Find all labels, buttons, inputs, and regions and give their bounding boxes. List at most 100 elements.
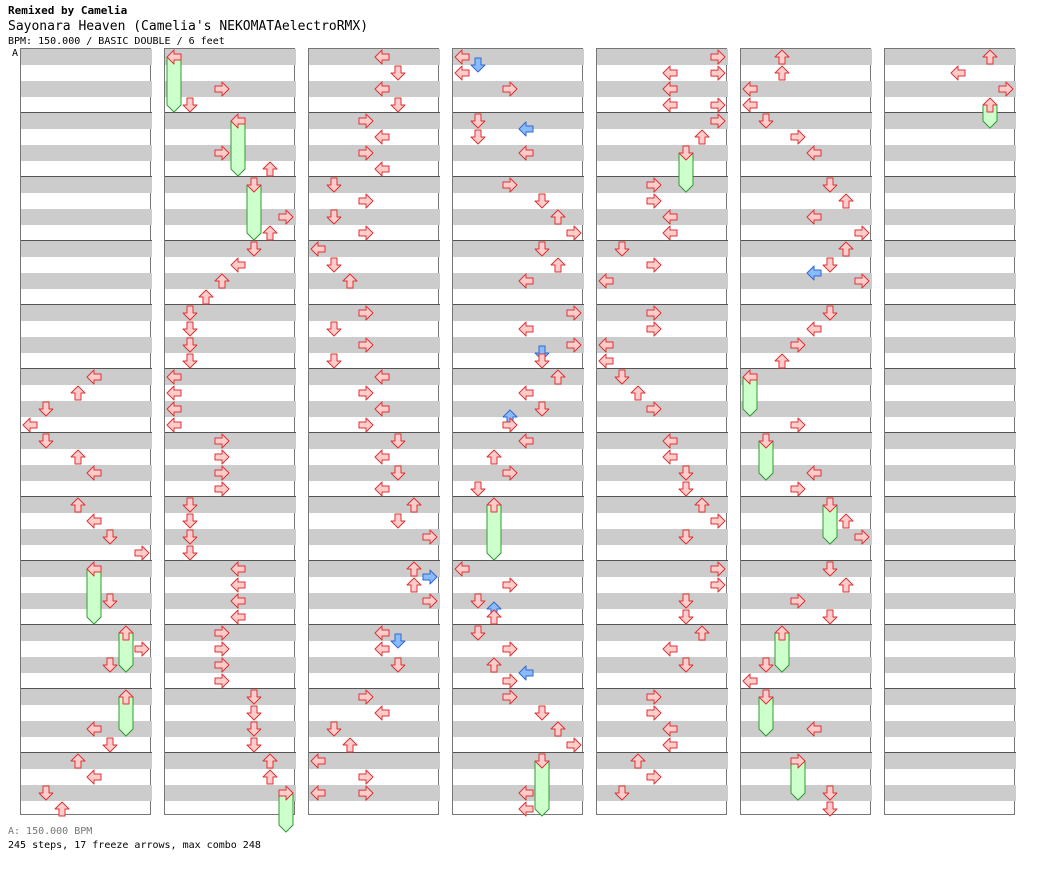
- beat-stripe: [165, 433, 296, 449]
- arrow-down-icon: [390, 65, 406, 81]
- offbeat-arrow-down-icon: [470, 57, 486, 73]
- measure-column-notes: [165, 49, 296, 833]
- beat-stripe: [597, 753, 728, 769]
- arrow-left-icon: [518, 321, 534, 337]
- arrow-down-icon: [678, 481, 694, 497]
- arrow-left-icon: [374, 49, 390, 65]
- beat-stripe: [165, 721, 296, 737]
- arrow-down-icon: [326, 353, 342, 369]
- arrow-down-icon: [614, 369, 630, 385]
- arrow-right-icon: [710, 113, 726, 129]
- beat-stripe: [741, 689, 872, 705]
- arrow-down-icon: [822, 177, 838, 193]
- arrow-up-icon: [630, 753, 646, 769]
- arrow-down-icon: [822, 609, 838, 625]
- arrow-right-icon: [358, 225, 374, 241]
- arrow-down-icon: [326, 721, 342, 737]
- beat-stripe: [597, 657, 728, 673]
- beat-stripe: [885, 241, 1016, 257]
- beat-stripe: [165, 49, 296, 65]
- beat-stripe: [165, 497, 296, 513]
- arrow-left-icon: [454, 561, 470, 577]
- beat-stripe: [741, 657, 872, 673]
- arrow-left-icon: [518, 801, 534, 817]
- arrow-left-icon: [806, 721, 822, 737]
- arrow-right-icon: [358, 689, 374, 705]
- arrow-right-icon: [710, 97, 726, 113]
- arrow-right-icon: [358, 193, 374, 209]
- arrow-right-icon: [790, 593, 806, 609]
- arrow-right-icon: [358, 305, 374, 321]
- arrow-right-icon: [566, 305, 582, 321]
- beat-stripe: [885, 657, 1016, 673]
- arrow-left-icon: [518, 785, 534, 801]
- arrow-left-icon: [166, 369, 182, 385]
- beat-stripe: [21, 209, 152, 225]
- arrow-left-icon: [230, 257, 246, 273]
- beat-stripe: [597, 785, 728, 801]
- arrow-left-icon: [374, 449, 390, 465]
- beat-stripe: [21, 113, 152, 129]
- beat-stripe: [597, 625, 728, 641]
- arrow-right-icon: [214, 657, 230, 673]
- arrow-down-icon: [822, 305, 838, 321]
- beat-stripe: [741, 177, 872, 193]
- arrow-up-icon: [70, 449, 86, 465]
- arrow-right-icon: [502, 689, 518, 705]
- beat-stripe: [453, 529, 584, 545]
- beat-stripe: [165, 753, 296, 769]
- arrow-left-icon: [374, 625, 390, 641]
- beat-stripe: [21, 529, 152, 545]
- arrow-right-icon: [358, 417, 374, 433]
- measure-column-notes: [885, 49, 1016, 801]
- arrow-left-icon: [598, 337, 614, 353]
- arrow-up-icon: [262, 161, 278, 177]
- beat-stripe: [453, 209, 584, 225]
- arrow-up-icon: [774, 353, 790, 369]
- beat-stripe: [741, 241, 872, 257]
- arrow-left-icon: [518, 273, 534, 289]
- beat-stripe: [309, 785, 440, 801]
- arrow-up-icon: [550, 369, 566, 385]
- beat-stripe: [885, 497, 1016, 513]
- beat-stripe: [885, 305, 1016, 321]
- measure-column: [884, 48, 1016, 815]
- arrow-up-icon: [70, 753, 86, 769]
- arrow-down-icon: [246, 705, 262, 721]
- arrow-left-icon: [374, 369, 390, 385]
- arrow-left-icon: [518, 145, 534, 161]
- beat-stripe: [21, 273, 152, 289]
- arrow-left-icon: [518, 433, 534, 449]
- beat-stripe: [597, 273, 728, 289]
- beat-stripe: [165, 465, 296, 481]
- arrow-left-icon: [806, 209, 822, 225]
- arrow-left-icon: [166, 385, 182, 401]
- arrow-down-icon: [182, 497, 198, 513]
- arrow-right-icon: [710, 513, 726, 529]
- arrow-left-icon: [230, 577, 246, 593]
- arrow-left-icon: [662, 433, 678, 449]
- beat-stripe: [21, 145, 152, 161]
- measure-column: [596, 48, 728, 815]
- beat-stripe: [309, 465, 440, 481]
- arrow-right-icon: [358, 785, 374, 801]
- arrow-down-icon: [534, 705, 550, 721]
- beat-stripe: [165, 689, 296, 705]
- arrow-right-icon: [646, 401, 662, 417]
- arrow-right-icon: [646, 305, 662, 321]
- arrow-down-icon: [182, 545, 198, 561]
- beat-stripe: [885, 81, 1016, 97]
- beat-stripe: [453, 177, 584, 193]
- arrow-down-icon: [822, 561, 838, 577]
- beat-stripe: [885, 689, 1016, 705]
- arrow-down-icon: [678, 465, 694, 481]
- measure-column: [740, 48, 872, 817]
- beat-stripe: [309, 113, 440, 129]
- arrow-down-icon: [470, 593, 486, 609]
- beat-stripe: [21, 753, 152, 769]
- beat-stripe: [309, 657, 440, 673]
- arrow-right-icon: [646, 177, 662, 193]
- arrow-down-icon: [246, 737, 262, 753]
- arrow-down-icon: [182, 337, 198, 353]
- arrow-down-icon: [182, 353, 198, 369]
